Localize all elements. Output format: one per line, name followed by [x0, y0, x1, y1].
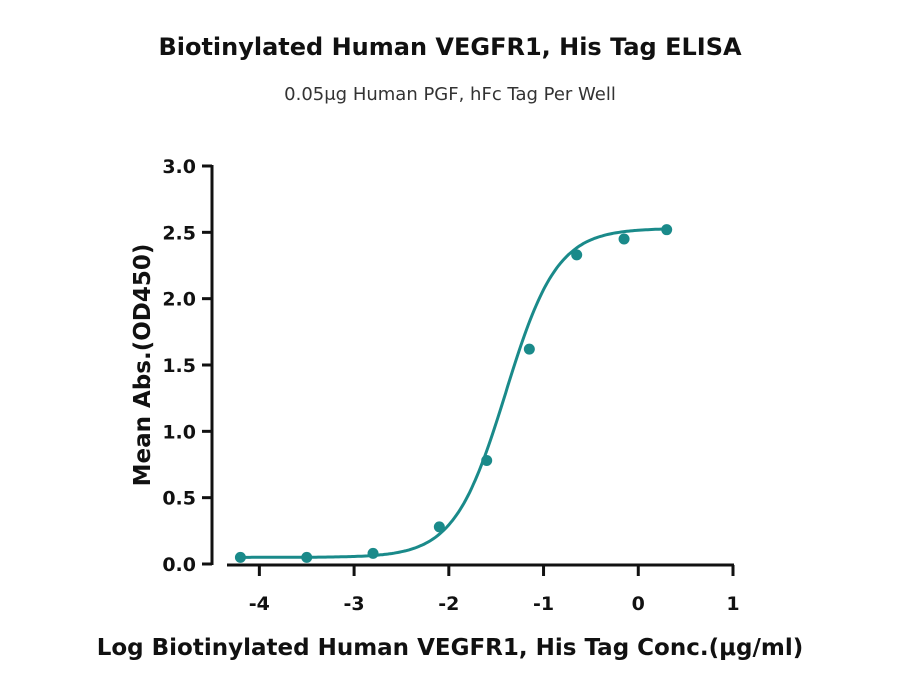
chart-subtitle: 0.05μg Human PGF, hFc Tag Per Well	[284, 84, 616, 105]
fit-curve-layer	[240, 227, 667, 559]
x-axis-title: Log Biotinylated Human VEGFR1, His Tag C…	[97, 635, 804, 661]
y-tick-label: 0.0	[162, 554, 196, 576]
data-points	[234, 224, 673, 563]
x-tick-label: 1	[726, 593, 739, 615]
x-tick-label: -3	[344, 593, 365, 615]
x-tick-label: -4	[249, 593, 270, 615]
data-point	[523, 343, 535, 355]
data-point	[481, 455, 493, 467]
chart-title: Biotinylated Human VEGFR1, His Tag ELISA	[158, 33, 742, 61]
axes: 0.0 0.5 1.0 1.5 2.0 2.5 3.0 -4 -3 -2 -1 0 1	[162, 156, 739, 615]
data-point	[367, 547, 379, 559]
y-tick-label: 2.0	[162, 289, 196, 311]
data-point	[571, 249, 583, 261]
x-tick-label: -2	[438, 593, 459, 615]
fit-curve	[240, 227, 667, 559]
y-tick-label: 1.5	[162, 355, 196, 377]
y-tick-label: 0.5	[162, 488, 196, 510]
data-point	[433, 521, 445, 533]
x-tick-label: 0	[632, 593, 645, 615]
y-tick-label: 1.0	[162, 421, 196, 443]
x-tick-label: -1	[533, 593, 554, 615]
y-tick-label: 3.0	[162, 156, 196, 178]
data-point	[618, 233, 630, 245]
data-point	[301, 551, 313, 563]
y-tick-label: 2.5	[162, 222, 196, 244]
y-axis-title: Mean Abs.(OD450)	[130, 244, 156, 487]
data-point	[234, 551, 246, 563]
data-point	[661, 224, 673, 236]
